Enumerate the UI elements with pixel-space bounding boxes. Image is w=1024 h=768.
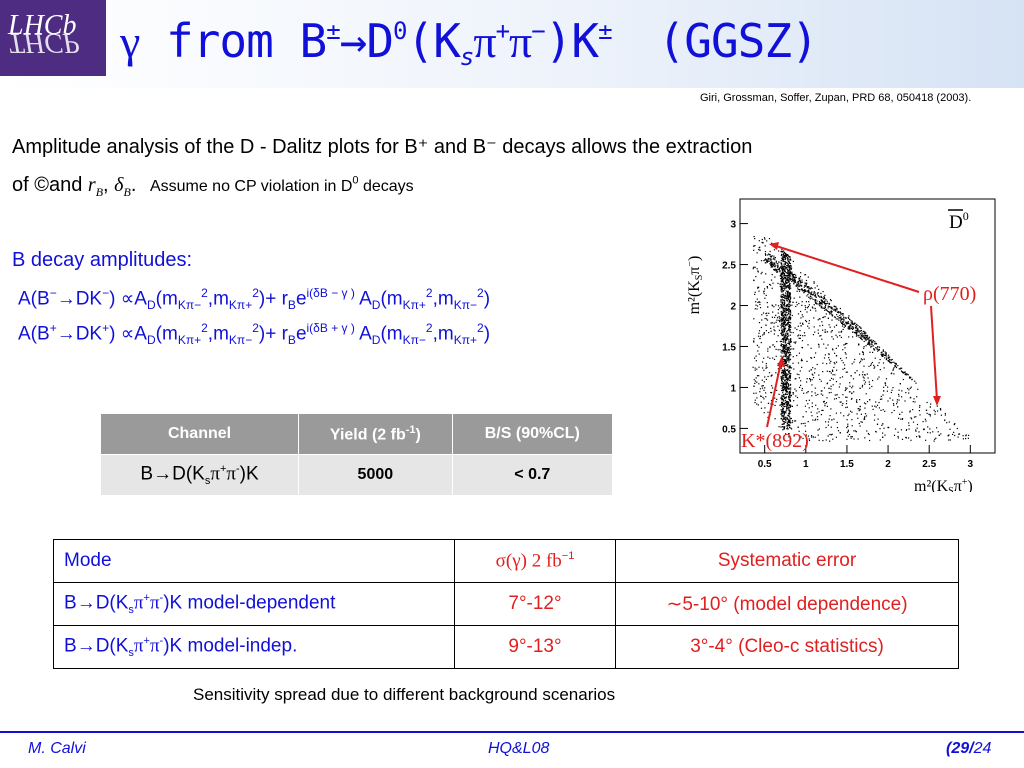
footer-conference: HQ&L08 bbox=[488, 740, 550, 757]
amplitude-b-plus: A(B+→DK+) ∝AD(mKπ+2,mKπ−2)+ rBei(δB + γ … bbox=[18, 321, 491, 348]
y-tick-label: 1.5 bbox=[722, 342, 736, 353]
x-tick-label: 2.5 bbox=[922, 459, 936, 470]
cell-systematic: 3°-4° (Cleo-c statistics) bbox=[615, 625, 959, 669]
sensitivity-table: Mode σ(γ) 2 fb−1 Systematic error B→D(Ks… bbox=[53, 539, 959, 669]
cell-sigma: 7°-12° bbox=[454, 582, 616, 626]
amplitude-b-minus: A(B−→DK−) ∝AD(mKπ−2,mKπ+2)+ rBei(δB − γ … bbox=[18, 286, 491, 313]
cell-mode: B→D(Ksπ+π-)K model-indep. bbox=[53, 625, 455, 669]
header-sigma: σ(γ) 2 fb−1 bbox=[454, 539, 616, 583]
yield-table-header: Channel Yield (2 fb-1) B/S (90%CL) bbox=[99, 413, 614, 455]
intro-text-continued: of ©and rB, δB. Assume no CP violation i… bbox=[12, 174, 414, 199]
table-row: B→D(Ksπ+π-)K model-dependent 7°-12° ∼5-1… bbox=[53, 582, 959, 626]
footer-author: M. Calvi bbox=[28, 740, 86, 757]
x-axis-ticks: 0.5 1 1.5 2 2.5 3 bbox=[758, 445, 974, 470]
table-row: B→D(Ksπ+π-)K model-indep. 9°-13° 3°-4° (… bbox=[53, 625, 959, 669]
svg-text:m²(KSπ−): m²(KSπ−) bbox=[685, 256, 705, 315]
x-tick-label: 1.5 bbox=[840, 459, 854, 470]
header-bs: B/S (90%CL) bbox=[451, 413, 614, 455]
x-axis-label: m²(KSπ+) bbox=[914, 477, 973, 492]
yield-table: Channel Yield (2 fb-1) B/S (90%CL) B→D(K… bbox=[99, 413, 614, 496]
y-tick-label: 0.5 bbox=[722, 424, 736, 435]
cell-yield: 5000 bbox=[298, 454, 453, 496]
logo-text-mirrored: THCP bbox=[8, 27, 80, 58]
reference-citation: Giri, Grossman, Soffer, Zupan, PRD 68, 0… bbox=[700, 92, 972, 104]
kstar-892-label: K*(892) bbox=[741, 430, 809, 452]
logo-text-top: LHCb bbox=[7, 10, 76, 41]
d0bar-label: D0 bbox=[949, 209, 969, 233]
sensitivity-table-header: Mode σ(γ) 2 fb−1 Systematic error bbox=[53, 539, 959, 583]
x-tick-label: 3 bbox=[968, 459, 974, 470]
table-row: B→D(Ksπ+π-)K 5000 < 0.7 bbox=[99, 454, 614, 496]
x-tick-label: 2 bbox=[885, 459, 891, 470]
x-tick-label: 0.5 bbox=[758, 459, 772, 470]
lhcb-logo: LHCb THCP bbox=[0, 0, 106, 76]
y-axis-ticks: 0.5 1 1.5 2 2.5 3 bbox=[722, 220, 748, 435]
rho-arrowhead-upper bbox=[769, 242, 779, 250]
footer-page-number: (29/24 bbox=[946, 740, 992, 757]
footer-divider bbox=[0, 731, 1024, 733]
intro-text: Amplitude analysis of the D - Dalitz plo… bbox=[12, 136, 753, 158]
y-axis-label: m²(KSπ−) bbox=[685, 256, 705, 315]
sensitivity-note: Sensitivity spread due to different back… bbox=[193, 685, 616, 704]
rho-770-label: ρ(770) bbox=[923, 283, 976, 305]
header-yield: Yield (2 fb-1) bbox=[298, 413, 453, 455]
scatter-points bbox=[752, 236, 970, 442]
kstar-arrow bbox=[766, 361, 782, 428]
x-tick-label: 1 bbox=[803, 459, 809, 470]
cell-sigma: 9°-13° bbox=[454, 625, 616, 669]
kstar-arrowhead bbox=[777, 356, 785, 367]
y-tick-label: 2 bbox=[730, 302, 736, 313]
dalitz-plot: 0.5 1 1.5 2 2.5 3 0.5 1 1.5 2 2.5 3 m²(KSπ−) m²(KS… bbox=[683, 182, 1013, 497]
slide-title: γ from B±→D0(Ksπ+π−)K± (GGSZ) bbox=[120, 14, 819, 71]
dalitz-plot-svg: 0.5 1 1.5 2 2.5 3 0.5 1 1.5 2 2.5 3 m²(KSπ−) m²(KS… bbox=[685, 198, 996, 497]
rho-arrowhead-lower bbox=[933, 396, 941, 406]
rho-arrow-lower bbox=[930, 305, 938, 401]
cell-channel: B→D(Ksπ+π-)K bbox=[99, 454, 300, 496]
cell-systematic: ∼5-10° (model dependence) bbox=[615, 582, 959, 626]
amplitudes-heading: B decay amplitudes: bbox=[12, 249, 193, 271]
title-banner bbox=[0, 0, 1024, 88]
y-tick-label: 2.5 bbox=[722, 261, 736, 272]
rho-arrow-upper bbox=[772, 244, 920, 293]
y-tick-label: 3 bbox=[730, 220, 736, 231]
cell-bs: < 0.7 bbox=[451, 454, 614, 496]
y-tick-label: 1 bbox=[730, 383, 736, 394]
header-channel: Channel bbox=[99, 413, 300, 455]
header-systematic: Systematic error bbox=[615, 539, 959, 583]
header-mode: Mode bbox=[53, 539, 455, 583]
cell-mode: B→D(Ksπ+π-)K model-dependent bbox=[53, 582, 455, 626]
